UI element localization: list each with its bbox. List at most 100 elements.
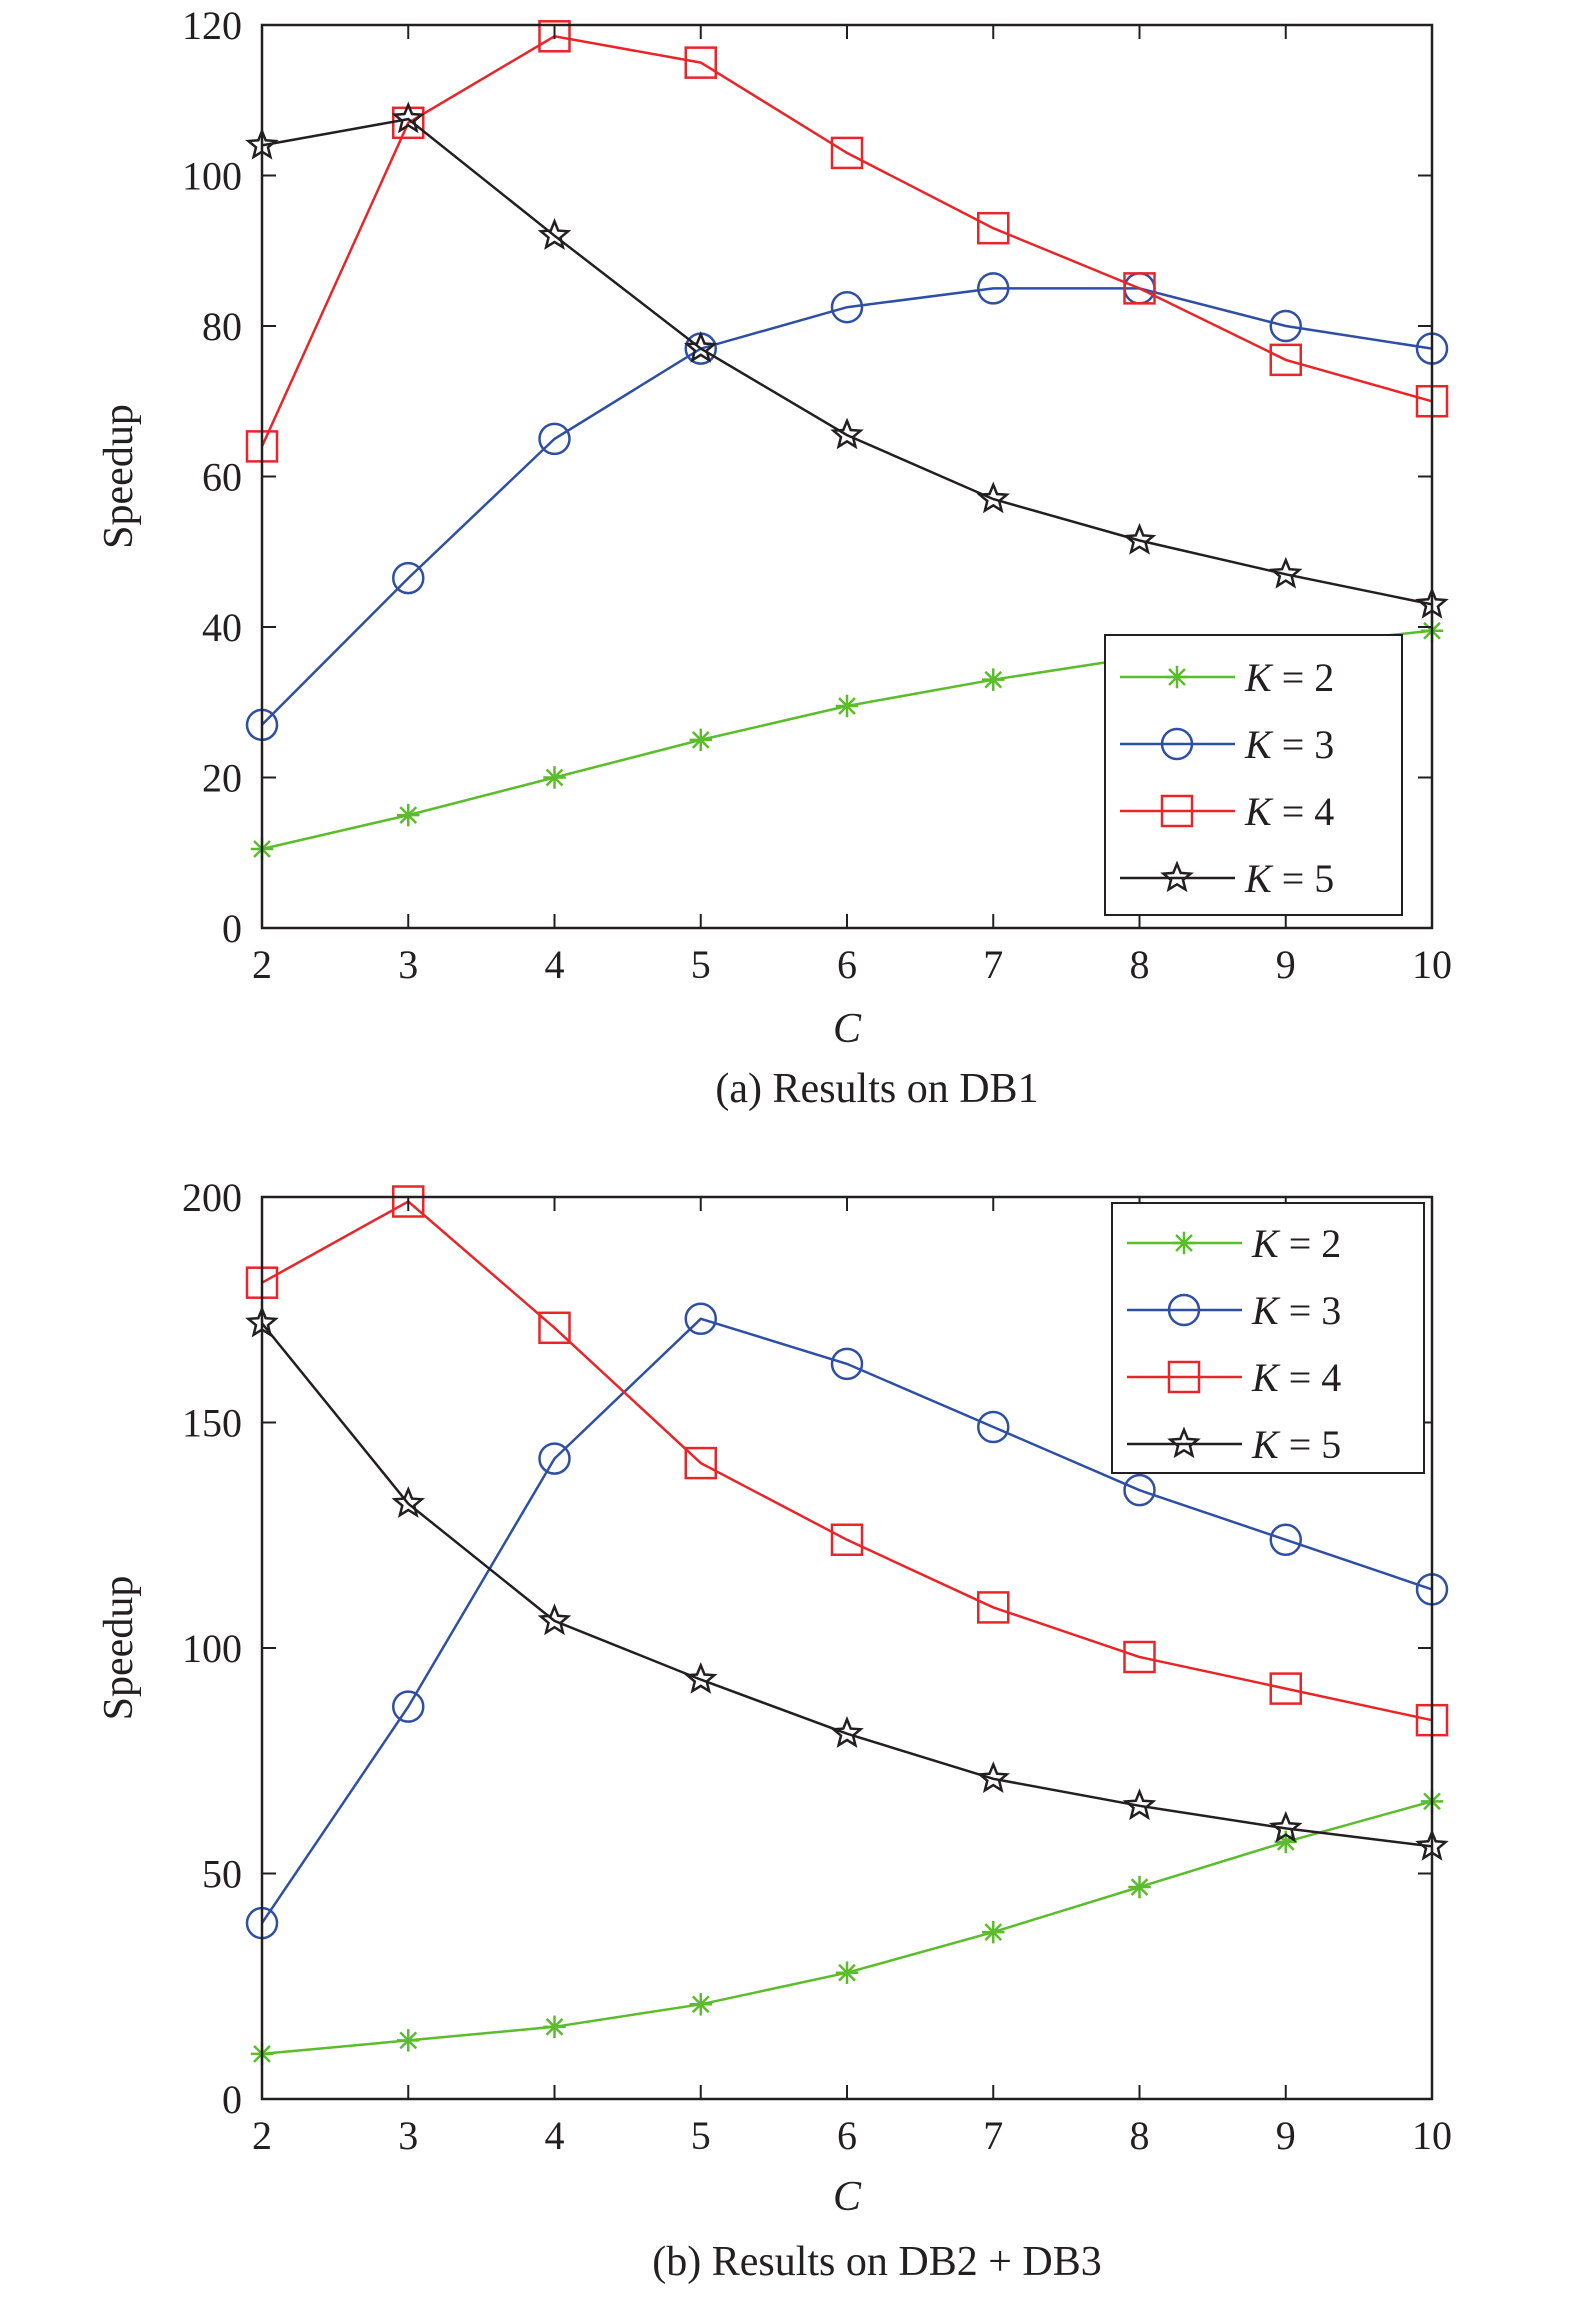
data-point	[684, 46, 717, 79]
data-point	[835, 694, 859, 718]
data-point	[391, 1486, 425, 1518]
data-point	[1269, 1810, 1303, 1843]
x-tick-label: 6	[837, 2113, 857, 2158]
data-point	[543, 766, 566, 789]
data-point	[1122, 522, 1157, 555]
chart-caption: (a) Results on DB1	[715, 1066, 1038, 1112]
data-point	[689, 728, 712, 752]
legend-box	[1111, 1202, 1425, 1474]
data-point	[977, 1591, 1010, 1624]
data-point	[537, 1603, 572, 1636]
series-line	[260, 1317, 1433, 1924]
y-tick-label: 20	[202, 756, 242, 801]
data-point	[392, 561, 425, 595]
data-point	[830, 1347, 864, 1381]
data-point	[1122, 1788, 1157, 1821]
data-point	[1128, 1875, 1151, 1899]
x-tick-label: 3	[398, 942, 418, 987]
data-point	[976, 481, 1010, 514]
data-point	[538, 1442, 571, 1475]
y-tick-label: 200	[182, 1175, 242, 1220]
data-point	[982, 668, 1005, 691]
legend-entry: K = 3	[1120, 722, 1334, 767]
x-tick-label: 10	[1412, 2113, 1452, 2158]
data-point	[1269, 309, 1302, 343]
legend-entry: K = 2	[1127, 1221, 1341, 1266]
data-point	[392, 1185, 425, 1218]
data-point	[976, 1761, 1010, 1794]
x-tick-label: 7	[983, 942, 1003, 987]
data-point	[1269, 1523, 1302, 1557]
data-point	[977, 211, 1010, 245]
y-tick-label: 120	[182, 3, 242, 48]
x-tick-label: 4	[545, 942, 565, 987]
series-line	[261, 287, 1433, 726]
legend-entry: K = 4	[1127, 1355, 1341, 1400]
x-axis-label: C	[833, 2174, 862, 2220]
x-tick-label: 5	[691, 2113, 711, 2158]
data-point	[1269, 1672, 1302, 1705]
data-point	[538, 422, 571, 456]
data-point	[1123, 1640, 1156, 1674]
chart-caption: (b) Results on DB2 + DB3	[652, 2239, 1102, 2285]
y-tick-label: 0	[222, 2077, 242, 2122]
legend: K = 2 K = 3 K = 4 K = 5	[1111, 1202, 1425, 1474]
legend-label: K = 3	[1251, 1288, 1341, 1333]
series-line	[261, 1800, 1433, 2056]
y-tick-label: 50	[202, 1852, 242, 1897]
x-tick-label: 4	[545, 2113, 565, 2158]
data-point	[830, 417, 864, 450]
x-tick-label: 8	[1130, 942, 1150, 987]
data-point	[1123, 1473, 1156, 1507]
legend-entry: K = 4	[1120, 789, 1334, 834]
data-point	[397, 803, 420, 827]
data-point	[835, 1961, 859, 1984]
data-point	[1269, 556, 1303, 589]
data-point	[684, 1661, 718, 1694]
legend-entry: K = 5	[1127, 1422, 1341, 1467]
y-tick-label: 100	[182, 1626, 242, 1671]
x-tick-label: 2	[252, 942, 272, 987]
data-point	[830, 136, 864, 170]
data-point	[543, 2015, 566, 2039]
data-point	[391, 101, 425, 134]
y-tick-label: 100	[182, 154, 242, 199]
data-point	[1269, 343, 1302, 377]
y-tick-label: 40	[202, 605, 242, 650]
data-point	[684, 1302, 717, 1336]
legend-label: K = 4	[1244, 789, 1334, 834]
data-point	[392, 1690, 425, 1723]
data-point	[977, 272, 1010, 305]
legend-entry: K = 5	[1120, 856, 1334, 901]
x-tick-label: 5	[691, 942, 711, 987]
plot-area	[245, 1185, 1449, 2066]
data-point	[977, 1410, 1010, 1444]
x-tick-label: 3	[398, 2113, 418, 2158]
legend-label: K = 2	[1244, 655, 1334, 700]
y-tick-label: 0	[222, 906, 242, 951]
data-point	[830, 290, 864, 324]
data-point	[538, 1311, 571, 1345]
series-star	[245, 101, 1449, 619]
x-tick-label: 8	[1130, 2113, 1150, 2158]
data-point	[689, 1993, 712, 2016]
data-point	[830, 1716, 864, 1748]
y-tick-label: 80	[202, 304, 242, 349]
data-point	[397, 2029, 420, 2052]
legend-label: K = 2	[1251, 1221, 1341, 1266]
data-point	[830, 1523, 864, 1557]
legend-label: K = 3	[1244, 722, 1334, 767]
data-point	[982, 1920, 1005, 1944]
legend-box	[1104, 634, 1403, 916]
legend-label: K = 5	[1251, 1422, 1341, 1467]
legend-label: K = 5	[1244, 856, 1334, 901]
x-tick-label: 2	[252, 2113, 272, 2158]
data-point	[684, 1446, 717, 1480]
legend-entry: K = 3	[1127, 1288, 1341, 1333]
y-axis-label: Speedup	[96, 1576, 142, 1721]
series-asterisk	[250, 1790, 1444, 2066]
